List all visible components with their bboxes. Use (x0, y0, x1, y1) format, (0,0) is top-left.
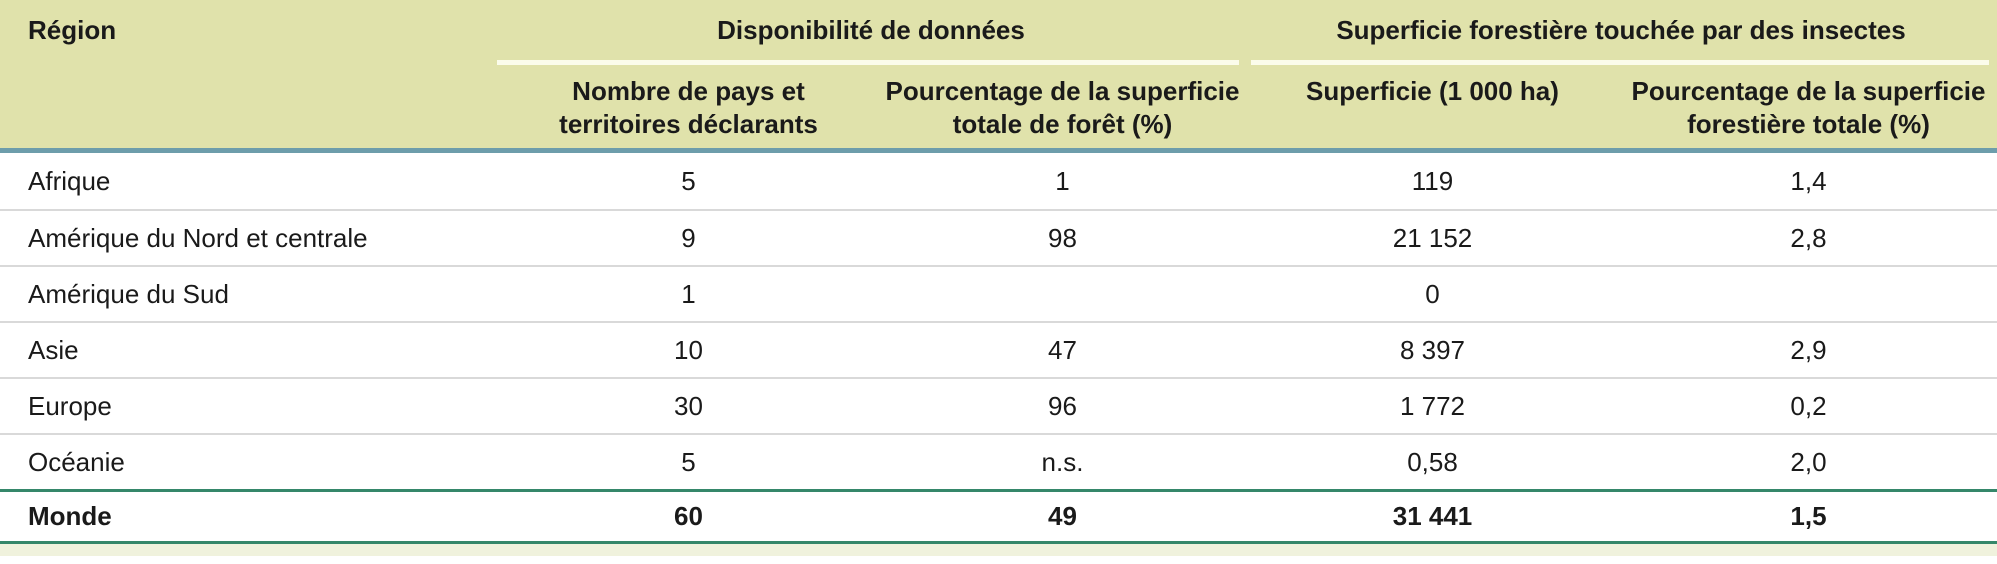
value-cell: 2,0 (1790, 446, 1827, 477)
value-cell: 1,5 (1790, 501, 1827, 531)
footer-strip (0, 544, 1997, 556)
value-cell: 0,58 (1407, 446, 1458, 477)
value-cell: 47 (1048, 334, 1077, 365)
value-cell: 0 (1425, 278, 1440, 309)
region-cell: Monde (28, 501, 112, 531)
table-row: Amérique du Sud 1 0 (0, 265, 1997, 321)
table-header: Région Disponibilité de données Nombre d… (0, 0, 1997, 153)
group-label-insect-affected-area: Superficie forestière touchée par des in… (1336, 15, 1906, 45)
value-cell: 30 (674, 390, 703, 421)
region-cell: Asie (28, 334, 79, 365)
column-header-percent-total-forest: Pourcentage de la superficie totale de f… (885, 76, 1240, 140)
region-cell: Afrique (28, 165, 111, 196)
value-cell: 98 (1048, 222, 1077, 253)
region-cell: Europe (28, 390, 112, 421)
group-label-data-availability: Disponibilité de données (717, 15, 1025, 45)
group-underline (497, 60, 1239, 65)
value-cell: 0,2 (1790, 390, 1827, 421)
value-cell: 10 (674, 334, 703, 365)
value-cell: 9 (681, 222, 696, 253)
subcolumn-headers: Superficie (1 000 ha) Pourcentage de la … (1245, 65, 1997, 148)
column-group-data-availability: Disponibilité de données Nombre de pays … (497, 0, 1245, 148)
table-row: Monde 60 49 31 441 1,5 (0, 489, 1997, 544)
region-cell: Amérique du Nord et centrale (28, 222, 368, 253)
value-cell: 1 772 (1399, 390, 1466, 421)
table-row: Amérique du Nord et centrale 9 98 21 152… (0, 209, 1997, 265)
column-header-reporting-countries: Nombre de pays et territoires déclarants (559, 76, 818, 140)
value-cell: 119 (1411, 165, 1454, 196)
value-cell: 1,4 (1790, 165, 1827, 196)
subcolumn-headers: Nombre de pays et territoires déclarants… (497, 65, 1245, 148)
table-row: Afrique 5 1 119 1,4 (0, 153, 1997, 209)
value-cell: 5 (681, 446, 696, 477)
value-cell: 1 (681, 278, 696, 309)
region-cell: Océanie (28, 446, 125, 477)
value-cell: 2,9 (1790, 334, 1827, 365)
value-cell: 8 397 (1399, 334, 1466, 365)
group-underline (1251, 60, 1989, 65)
region-cell: Amérique du Sud (28, 278, 229, 309)
value-cell: n.s. (1041, 446, 1084, 477)
column-header-region: Région (28, 15, 117, 45)
table-row: Europe 30 96 1 772 0,2 (0, 377, 1997, 433)
value-cell: 96 (1048, 390, 1077, 421)
column-group-insect-affected-area: Superficie forestière touchée par des in… (1245, 0, 1997, 148)
table-row: Océanie 5 n.s. 0,58 2,0 (0, 433, 1997, 489)
table-row: Asie 10 47 8 397 2,9 (0, 321, 1997, 377)
value-cell: 5 (681, 165, 696, 196)
value-cell: 60 (674, 501, 703, 531)
value-cell: 21 152 (1392, 222, 1473, 253)
table-body: Afrique 5 1 119 1,4 Amérique du Nord et … (0, 153, 1997, 544)
column-header-percent-total-forest-area: Pourcentage de la superficie forestière … (1631, 76, 1986, 140)
value-cell: 1 (1055, 165, 1070, 196)
value-cell: 2,8 (1790, 222, 1827, 253)
value-cell: 49 (1048, 501, 1077, 531)
column-header-area-1000ha: Superficie (1 000 ha) (1306, 76, 1559, 106)
value-cell: 31 441 (1392, 501, 1473, 531)
